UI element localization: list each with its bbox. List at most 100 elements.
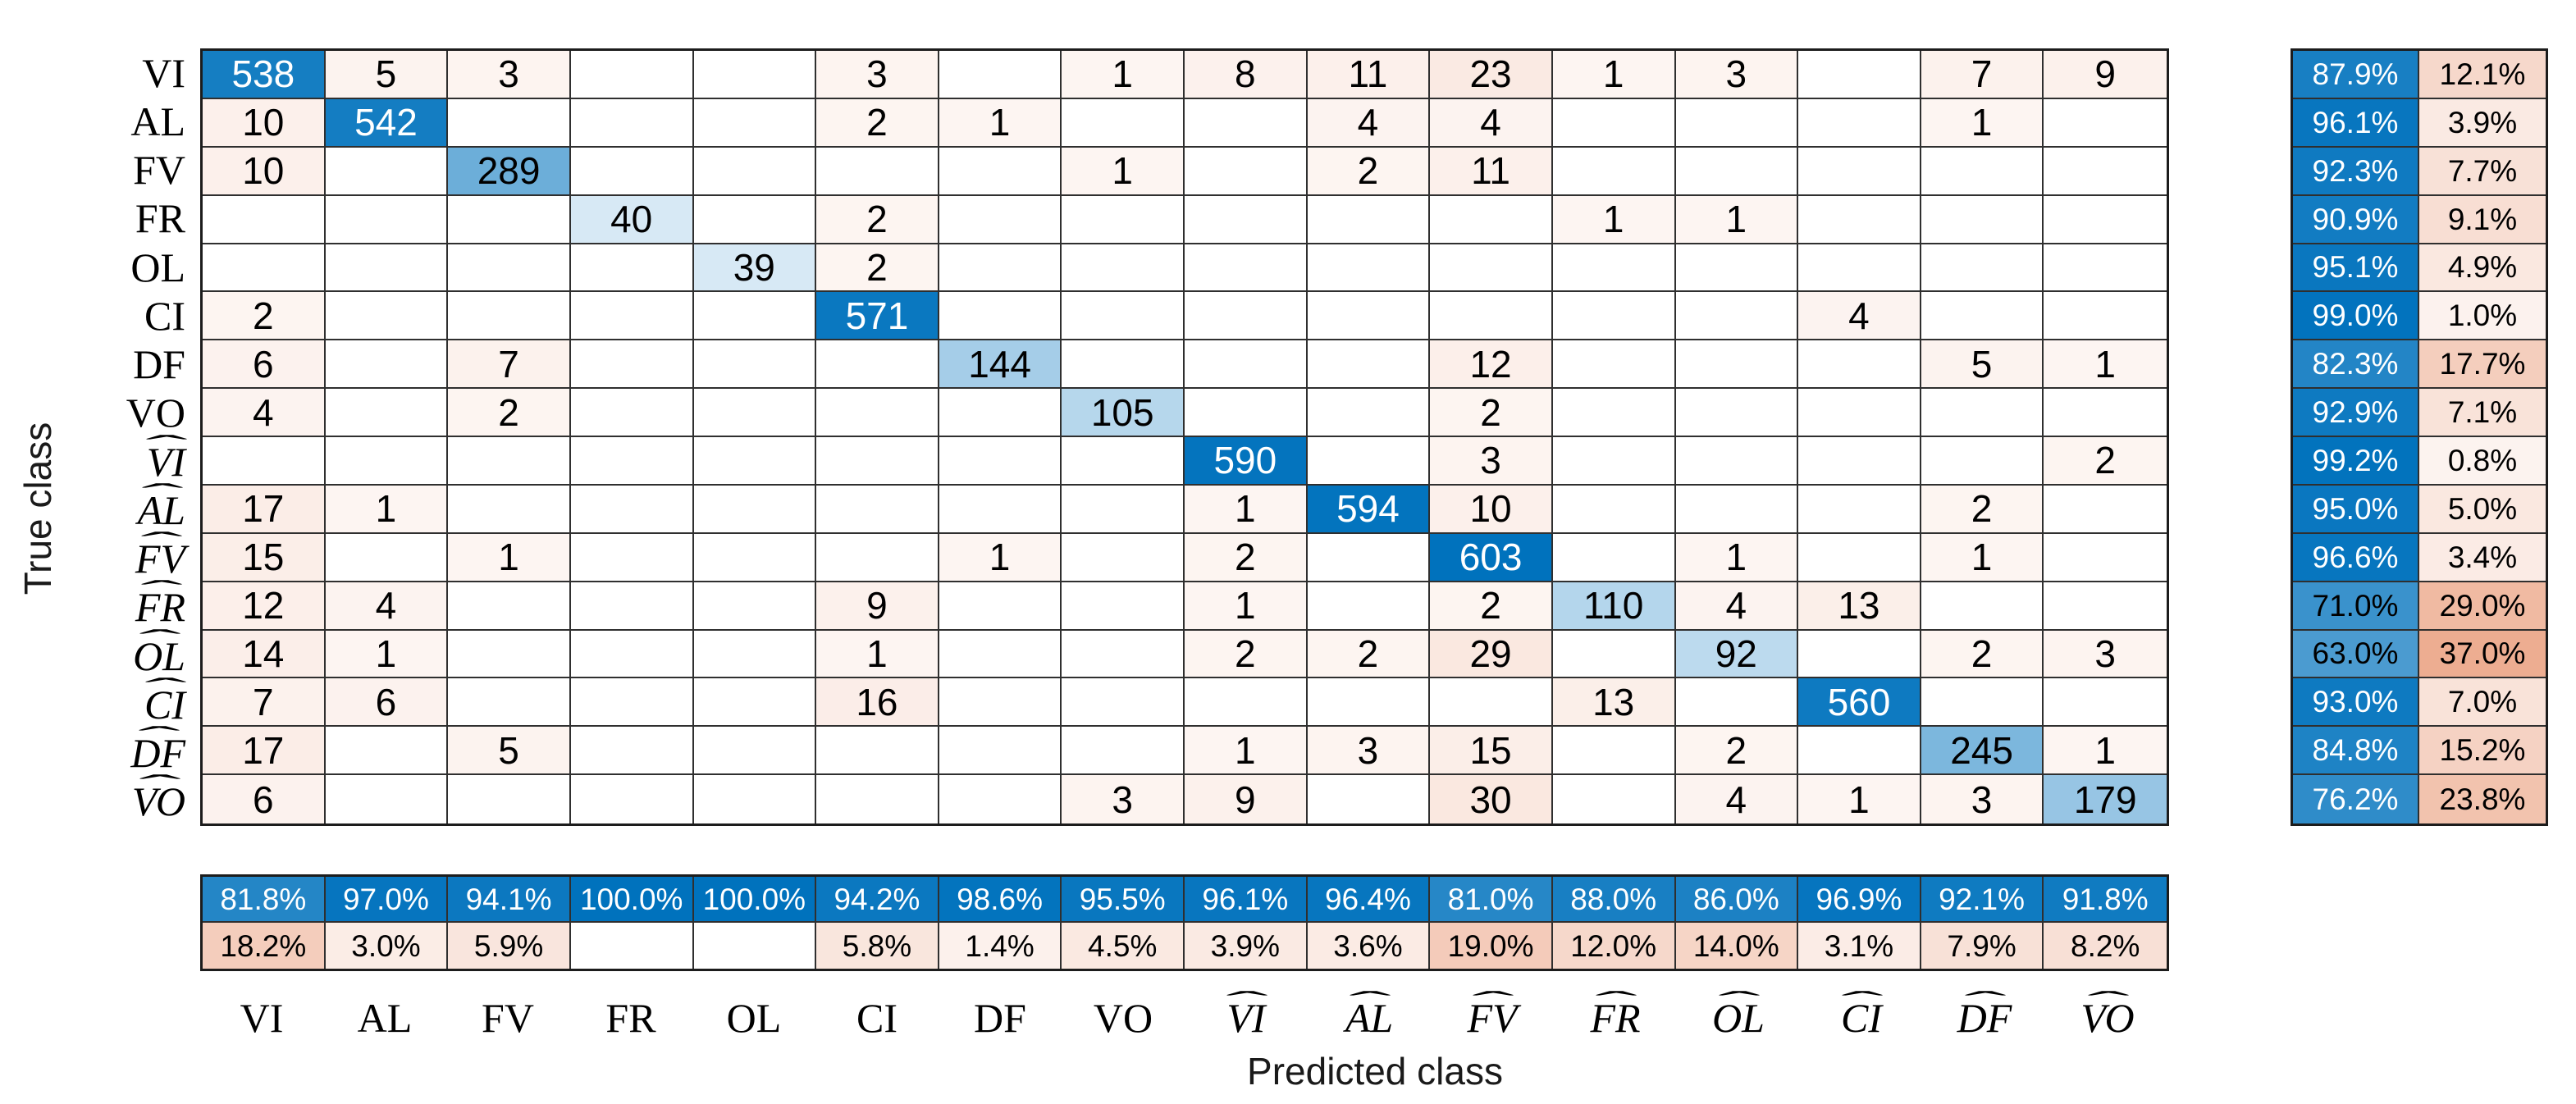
matrix-cell-r9-c7 — [939, 437, 1062, 486]
matrix-cell-r13-c3 — [448, 630, 571, 679]
matrix-cell-r6-c8 — [1062, 292, 1185, 341]
matrix-cell-r7-c15: 5 — [1921, 340, 2044, 390]
matrix-cell-r8-c16 — [2044, 389, 2167, 437]
row-label-vi-hat: ˆ VI — [0, 428, 189, 486]
matrix-cell-r10-c9: 1 — [1185, 485, 1308, 534]
matrix-cell-r4-c2 — [325, 195, 449, 244]
matrix-cell-r4-c3 — [448, 195, 571, 244]
matrix-cell-r8-c8: 105 — [1062, 389, 1185, 437]
matrix-cell-r5-c14 — [1798, 244, 1921, 293]
matrix-cell-r1-c1: 538 — [203, 51, 326, 99]
matrix-cell-r9-c9: 590 — [1185, 437, 1308, 486]
matrix-cell-r14-c13 — [1675, 678, 1799, 728]
row-label-vo: VO — [126, 390, 185, 436]
row-summary-block: 87.9% 12.1% 96.1% 3.9% 92.3% 7.7% 90.9% 9.1% 95.… — [2291, 48, 2548, 826]
matrix-cell-r4-c12: 1 — [1552, 195, 1676, 244]
matrix-cell-r6-c7 — [939, 292, 1062, 341]
matrix-cell-r7-c14 — [1798, 340, 1921, 390]
row-label-vo-hat: ˆ VO — [0, 769, 185, 826]
matrix-cell-r12-c5 — [693, 582, 817, 631]
matrix-cell-r12-c15 — [1921, 582, 2044, 631]
matrix-cell-r7-c9 — [1185, 340, 1308, 390]
matrix-cell-r5-c16 — [2044, 244, 2167, 293]
matrix-cell-r10-c4 — [570, 485, 694, 534]
col-label-vi-hat: ˆ VI — [1185, 981, 1308, 1055]
matrix-cell-r2-c8 — [1062, 98, 1185, 148]
matrix-cell-r1-c4 — [570, 51, 694, 99]
matrix-cell-r15-c8 — [1062, 727, 1185, 776]
matrix-cell-r9-c1 — [203, 437, 326, 486]
matrix-cell-r10-c8 — [1062, 485, 1185, 534]
matrix-cell-r3-c11: 11 — [1430, 147, 1553, 196]
matrix-cell-r7-c6 — [816, 340, 939, 390]
matrix-cell-r14-c14: 560 — [1798, 678, 1921, 728]
row-summary-cell-r7-tpr: 82.3% — [2293, 340, 2419, 390]
matrix-cell-r2-c16 — [2044, 98, 2167, 148]
matrix-cell-r7-c16: 1 — [2044, 340, 2167, 390]
matrix-cell-r8-c11: 2 — [1430, 389, 1553, 437]
matrix-cell-r9-c13 — [1675, 437, 1799, 486]
matrix-cell-r2-c4 — [570, 98, 694, 148]
matrix-cell-r3-c2 — [325, 147, 449, 196]
matrix-cell-r10-c5 — [693, 485, 817, 534]
matrix-cell-r8-c14 — [1798, 389, 1921, 437]
row-label-ol-hat: ˆ OL — [0, 623, 185, 680]
row-label-ci-hat: ˆ CI — [0, 672, 187, 728]
matrix-cell-r2-c7: 1 — [939, 98, 1062, 148]
row-summary-cell-r2-fnr: 3.9% — [2419, 98, 2546, 148]
col-summary-cell-c1-fdr: 18.2% — [203, 923, 326, 969]
matrix-cell-r1-c14 — [1798, 51, 1921, 99]
col-summary-cell-c16-ppv: 91.8% — [2044, 877, 2167, 923]
matrix-cell-r9-c12 — [1552, 437, 1676, 486]
col-label-vi: VI — [240, 995, 284, 1041]
row-summary-cell-r5-tpr: 95.1% — [2293, 244, 2419, 293]
col-label-vo-hat: ˆ VO — [2046, 981, 2169, 1055]
row-summary-cell-r1-tpr: 87.9% — [2293, 51, 2419, 99]
matrix-cell-r13-c1: 14 — [203, 630, 326, 679]
matrix-cell-r15-c10: 3 — [1307, 727, 1431, 776]
matrix-cell-r7-c8 — [1062, 340, 1185, 390]
col-summary-cell-c3-ppv: 94.1% — [448, 877, 571, 923]
matrix-cell-r13-c7 — [939, 630, 1062, 679]
col-label-ol: OL — [726, 995, 782, 1041]
matrix-cell-r15-c3: 5 — [448, 727, 571, 776]
widehat-accent: ˆ — [1964, 984, 2007, 1019]
matrix-cell-r6-c2 — [325, 292, 449, 341]
matrix-cell-r7-c13 — [1675, 340, 1799, 390]
matrix-cell-r16-c1: 6 — [203, 775, 326, 823]
matrix-cell-r8-c15 — [1921, 389, 2044, 437]
matrix-cell-r5-c7 — [939, 244, 1062, 293]
row-summary-cell-r11-fnr: 3.4% — [2419, 533, 2546, 582]
matrix-cell-r7-c3: 7 — [448, 340, 571, 390]
matrix-cell-r12-c6: 9 — [816, 582, 939, 631]
matrix-cell-r2-c12 — [1552, 98, 1676, 148]
col-summary-cell-c15-ppv: 92.1% — [1921, 877, 2044, 923]
matrix-cell-r11-c14 — [1798, 533, 1921, 582]
matrix-cell-r16-c15: 3 — [1921, 775, 2044, 823]
matrix-cell-r8-c1: 4 — [203, 389, 326, 437]
matrix-cell-r12-c12: 110 — [1552, 582, 1676, 631]
matrix-cell-r13-c8 — [1062, 630, 1185, 679]
matrix-cell-r6-c14: 4 — [1798, 292, 1921, 341]
matrix-cell-r7-c10 — [1307, 340, 1431, 390]
row-summary-cell-r14-tpr: 93.0% — [2293, 678, 2419, 728]
matrix-cell-r13-c9: 2 — [1185, 630, 1308, 679]
col-summary-cell-c7-fdr: 1.4% — [939, 923, 1062, 969]
matrix-cell-r15-c16: 1 — [2044, 727, 2167, 776]
matrix-cell-r4-c10 — [1307, 195, 1431, 244]
matrix-cell-r1-c16: 9 — [2044, 51, 2167, 99]
matrix-cell-r1-c2: 5 — [325, 51, 449, 99]
row-label-vi: VI — [142, 49, 185, 96]
matrix-cell-r16-c10 — [1307, 775, 1431, 823]
matrix-cell-r15-c12 — [1552, 727, 1676, 776]
col-summary-cell-c4-ppv: 100.0% — [570, 877, 694, 923]
matrix-cell-r2-c14 — [1798, 98, 1921, 148]
matrix-cell-r1-c11: 23 — [1430, 51, 1553, 99]
col-label-fv: FV — [482, 995, 534, 1041]
col-summary-cell-c9-ppv: 96.1% — [1185, 877, 1308, 923]
matrix-cell-r16-c4 — [570, 775, 694, 823]
col-summary-cell-c13-fdr: 14.0% — [1675, 923, 1799, 969]
matrix-cell-r11-c2 — [325, 533, 449, 582]
matrix-cell-r12-c7 — [939, 582, 1062, 631]
hatted-class-label: ˆ CI — [1841, 984, 1884, 1041]
